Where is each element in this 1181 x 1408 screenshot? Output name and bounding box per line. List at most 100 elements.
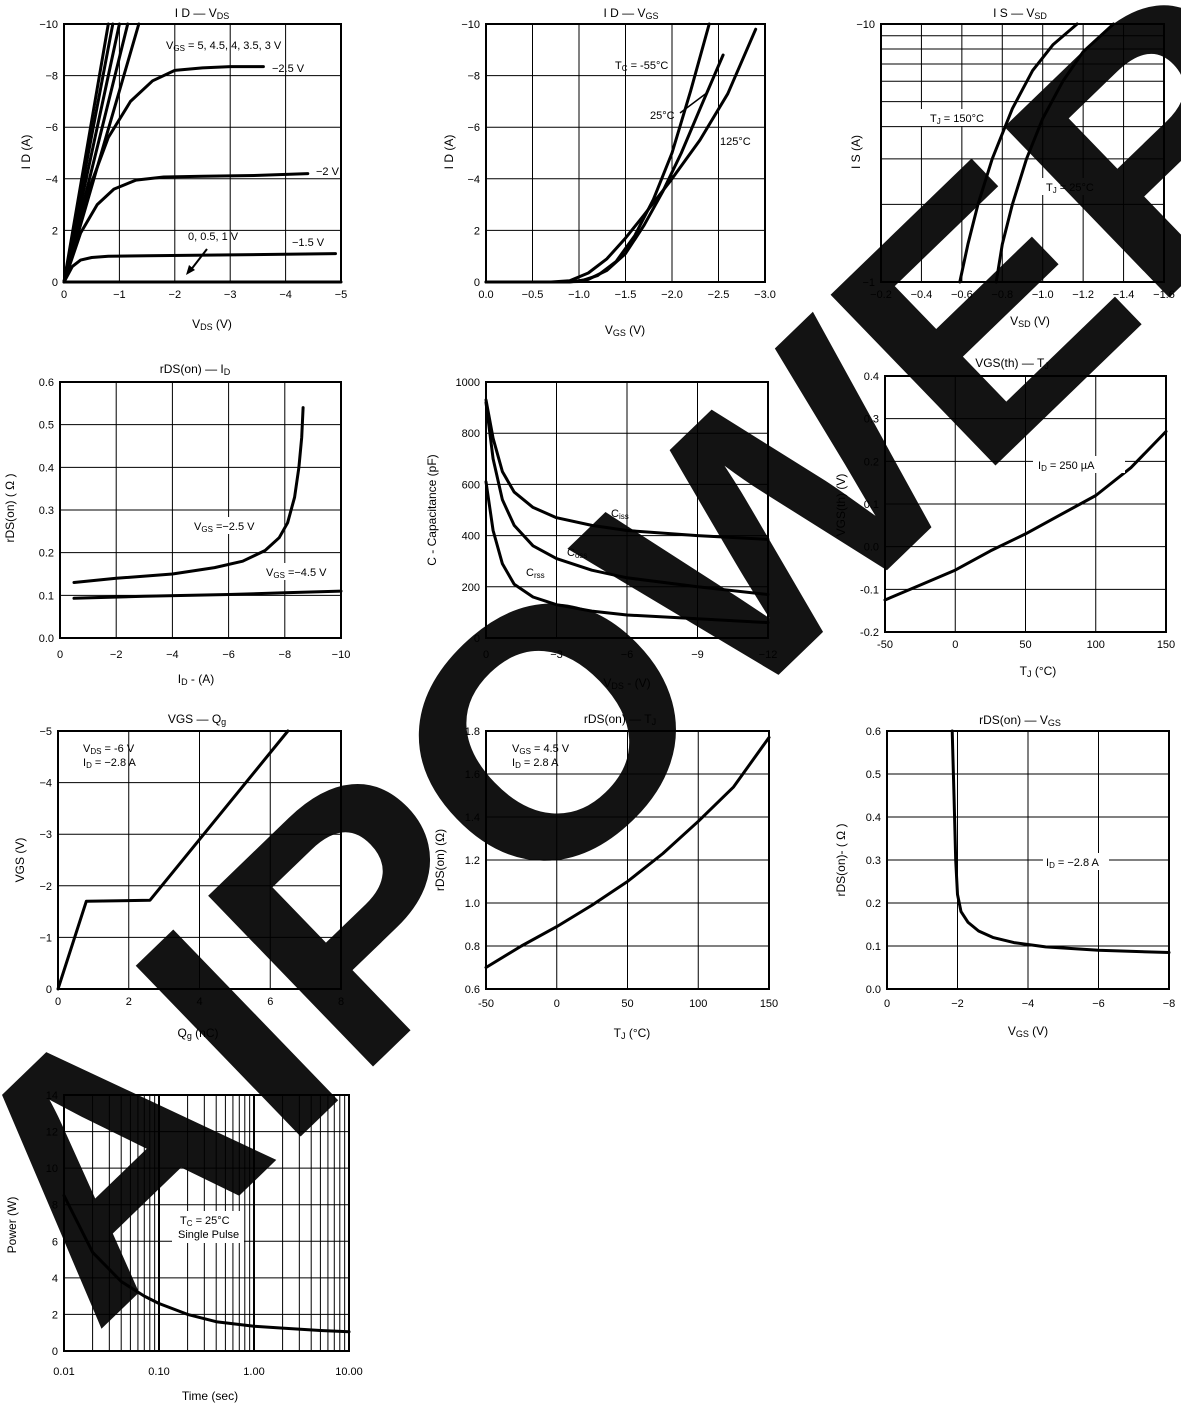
y-tick-label: 800 — [462, 428, 480, 440]
y-axis-label: rDS(on)- ( Ω ) — [834, 824, 848, 897]
x-tick-label: 150 — [760, 998, 778, 1010]
x-tick-label: −0.4 — [911, 289, 933, 301]
series-line — [72, 406, 305, 584]
y-tick-label: −1 — [862, 277, 875, 289]
y-tick-label: 8 — [52, 1200, 58, 1212]
series-group — [62, 22, 343, 284]
x-tick-label: −4 — [166, 649, 179, 661]
y-tick-label: 0 — [474, 633, 480, 645]
y-tick-label: 14 — [46, 1090, 58, 1102]
y-tick-label: 0.0 — [866, 984, 881, 996]
series-group — [484, 736, 771, 969]
annotation: VGS =−4.5 V — [266, 567, 327, 580]
y-tick-label: −10 — [39, 19, 58, 31]
series-line — [56, 729, 290, 991]
series-line — [484, 53, 725, 284]
x-tick-label: 2 — [126, 996, 132, 1008]
annotation: VDS = -6 V — [83, 743, 135, 756]
annotation-box — [172, 1211, 244, 1243]
annotation: Ciss — [611, 508, 629, 521]
x-axis-label: ID - (A) — [178, 672, 215, 687]
annotation: 25°C — [650, 110, 675, 122]
annotation: ID = 250 µA — [1038, 460, 1095, 473]
chart-title: VGS(th) — TJ — [975, 356, 1049, 371]
y-tick-label: −2 — [39, 881, 52, 893]
x-axis-label: VGS (V) — [605, 323, 645, 338]
chart-vgsth-tj: -50 0 50 100 150 -0.2 -0.1 0.0 0.1 0.2 0.3 0.4 VGS(… — [834, 356, 1175, 679]
y-axis-label: I D (A) — [442, 135, 456, 170]
x-tick-label: −3.0 — [754, 289, 776, 301]
y-tick-label: 200 — [462, 582, 480, 594]
x-tick-label: −0.8 — [991, 289, 1013, 301]
x-tick-label: −8 — [1163, 998, 1176, 1010]
y-tick-label: 1.0 — [465, 898, 480, 910]
x-tick-label: −1.4 — [1113, 289, 1135, 301]
chart-rds-tj: -50 0 50 100 150 0.6 0.8 1.0 1.2 1.4 1.6 1.8 rDS(on… — [433, 712, 778, 1041]
x-axis-label: Qg (nC) — [177, 1026, 218, 1041]
series-line — [484, 27, 758, 284]
plot-area: 0 −2 −4 −6 −8 −10 0.0 0.1 0.2 0.3 0.4 0.5 0.6 — [39, 377, 351, 661]
chart-vgs-qg: 0 2 4 6 8 0 −1 −2 −3 −4 −5 VGS — Qg Qg (nC) VGS (V… — [13, 712, 344, 1041]
x-axis-label: Time (sec) — [182, 1389, 238, 1403]
x-tick-label: 50 — [621, 998, 633, 1010]
series-line — [484, 398, 770, 541]
y-tick-label: −4 — [45, 174, 58, 186]
y-tick-label: 0.6 — [866, 726, 881, 738]
y-tick-label: 1.4 — [465, 812, 480, 824]
x-tick-label: −5 — [335, 289, 348, 301]
plot-frame — [59, 381, 342, 639]
x-tick-label: -50 — [478, 998, 494, 1010]
x-tick-label: 50 — [1019, 639, 1031, 651]
x-tick-label: −1.6 — [1153, 289, 1175, 301]
annotation-arrow — [189, 248, 208, 272]
y-tick-label: 0.3 — [866, 855, 881, 867]
y-tick-label: 6 — [52, 1236, 58, 1248]
x-tick-label: 0.0 — [478, 289, 493, 301]
x-tick-label: −4 — [1022, 998, 1035, 1010]
plot-frame — [485, 730, 770, 990]
y-tick-label: 0 — [52, 277, 58, 289]
series-group — [958, 22, 1115, 284]
y-tick-label: 1.6 — [465, 769, 480, 781]
chart-title: rDS(on) — TJ — [584, 712, 656, 727]
y-tick-label: 0.5 — [39, 420, 54, 432]
chart-title: I D — VGS — [603, 6, 658, 21]
y-tick-label: 0.5 — [866, 769, 881, 781]
y-axis-label: VGS(th) (V) — [834, 474, 848, 537]
annotation: TJ = 150°C — [930, 113, 984, 126]
x-tick-label: −1 — [113, 289, 126, 301]
y-axis-label: I D (A) — [19, 135, 33, 170]
x-tick-label: −3 — [550, 649, 563, 661]
series-group — [950, 729, 1171, 954]
y-tick-label: 0.4 — [866, 812, 881, 824]
annotation-box — [1033, 456, 1125, 473]
x-tick-label: −0.2 — [870, 289, 892, 301]
annotation: Crss — [526, 567, 545, 580]
x-tick-label: −1.0 — [1032, 289, 1054, 301]
plot-frame — [886, 730, 1170, 990]
x-tick-label: 6 — [267, 996, 273, 1008]
x-tick-label: −2 — [951, 998, 964, 1010]
annotation: VGS =−2.5 V — [194, 521, 255, 534]
y-tick-label: −3 — [39, 829, 52, 841]
y-tick-label: −8 — [467, 71, 480, 83]
y-tick-label: 0.8 — [465, 941, 480, 953]
annotation: TC = -55°C — [615, 60, 668, 73]
x-tick-label: 0.01 — [53, 1366, 74, 1378]
plot-frame — [485, 23, 766, 283]
series-line — [62, 1194, 351, 1334]
series-line — [958, 22, 1079, 284]
annotation: 0, 0.5, 1 V — [188, 231, 239, 243]
x-tick-label: −2.5 — [708, 289, 730, 301]
x-tick-label: -50 — [877, 639, 893, 651]
x-tick-label: −12 — [759, 649, 778, 661]
x-tick-label: 150 — [1157, 639, 1175, 651]
y-tick-label: 10 — [46, 1163, 58, 1175]
annotation: −2 V — [316, 166, 340, 178]
x-tick-label: 0 — [55, 996, 61, 1008]
chart-title: I D — VDS — [175, 6, 230, 21]
x-axis-label: TJ (°C) — [1020, 664, 1057, 679]
